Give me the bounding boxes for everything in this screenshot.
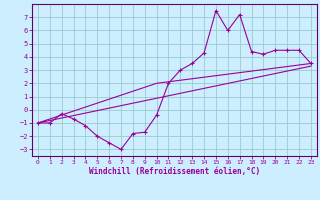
X-axis label: Windchill (Refroidissement éolien,°C): Windchill (Refroidissement éolien,°C): [89, 167, 260, 176]
